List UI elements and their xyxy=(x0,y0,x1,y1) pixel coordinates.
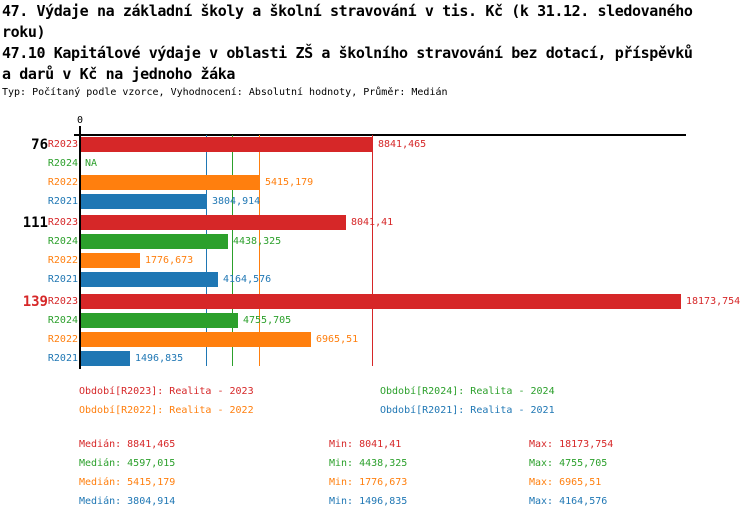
bar-value-label-R2024: NA xyxy=(85,158,98,169)
bar-value-label-R2024: 4755,705 xyxy=(243,315,292,326)
stat-min-R2021: Min: 1496,835 xyxy=(329,496,408,507)
bar-R2022 xyxy=(81,253,140,268)
stat-min-R2024: Min: 4438,325 xyxy=(329,458,408,469)
row-label-R2022: R2022 xyxy=(47,255,78,266)
stat-median-R2022: Medián: 5415,179 xyxy=(79,477,176,488)
stat-min-R2023: Min: 8041,41 xyxy=(329,439,402,450)
stat-max-R2021: Max: 4164,576 xyxy=(529,496,608,507)
median-line-R2022 xyxy=(259,135,260,366)
bar-R2022 xyxy=(81,332,311,347)
legend-item-R2024: Období[R2024]: Realita - 2024 xyxy=(380,386,555,397)
row-label-R2023: R2023 xyxy=(47,296,78,307)
legend-item-R2021: Období[R2021]: Realita - 2021 xyxy=(380,405,555,416)
x-axis-line xyxy=(74,134,686,136)
median-line-R2024 xyxy=(232,135,233,366)
legend-item-R2023: Období[R2023]: Realita - 2023 xyxy=(79,386,254,397)
bar-R2023 xyxy=(81,215,346,230)
row-label-R2022: R2022 xyxy=(47,334,78,345)
bar-value-label-R2022: 6965,51 xyxy=(316,334,359,345)
chart-title-line1: 47. Výdaje na základní školy a školní st… xyxy=(2,2,693,20)
bar-R2021 xyxy=(81,351,130,366)
median-line-R2021 xyxy=(206,135,207,366)
stat-max-R2022: Max: 6965,51 xyxy=(529,477,602,488)
bar-R2021 xyxy=(81,272,218,287)
stat-median-R2023: Medián: 8841,465 xyxy=(79,439,176,450)
bar-value-label-R2021: 3804,914 xyxy=(212,196,261,207)
row-label-R2021: R2021 xyxy=(47,274,78,285)
stat-max-R2024: Max: 4755,705 xyxy=(529,458,608,469)
chart-title-line4: a darů v Kč na jednoho žáka xyxy=(2,65,236,83)
group-label-111: 111 xyxy=(22,215,48,231)
bar-value-label-R2022: 1776,673 xyxy=(145,255,194,266)
row-label-R2021: R2021 xyxy=(47,353,78,364)
legend-item-R2022: Období[R2022]: Realita - 2022 xyxy=(79,405,254,416)
row-label-R2022: R2022 xyxy=(47,177,78,188)
bar-value-label-R2023: 18173,754 xyxy=(686,296,741,307)
y-axis-line xyxy=(79,126,81,369)
bar-value-label-R2024: 4438,325 xyxy=(233,236,282,247)
bar-value-label-R2021: 4164,576 xyxy=(223,274,272,285)
median-line-R2023 xyxy=(372,135,373,366)
bar-value-label-R2023: 8041,41 xyxy=(351,217,394,228)
bar-R2023 xyxy=(81,294,681,309)
bar-value-label-R2022: 5415,179 xyxy=(265,177,314,188)
bar-R2024 xyxy=(81,313,238,328)
chart-title-line3: 47.10 Kapitálové výdaje v oblasti ZŠ a š… xyxy=(2,44,693,62)
axis-zero-label: 0 xyxy=(76,115,84,126)
row-label-R2023: R2023 xyxy=(47,139,78,150)
bar-R2021 xyxy=(81,194,207,209)
chart-subtitle: Typ: Počítaný podle vzorce, Vyhodnocení:… xyxy=(2,87,448,98)
row-label-R2024: R2024 xyxy=(47,315,78,326)
stat-median-R2024: Medián: 4597,015 xyxy=(79,458,176,469)
bar-R2024 xyxy=(81,234,228,249)
bar-R2023 xyxy=(81,137,373,152)
group-label-139: 139 xyxy=(22,294,48,310)
stat-median-R2021: Medián: 3804,914 xyxy=(79,496,176,507)
group-label-76: 76 xyxy=(31,137,48,153)
chart-title-line2: roku) xyxy=(2,23,46,41)
bar-value-label-R2021: 1496,835 xyxy=(135,353,184,364)
row-label-R2024: R2024 xyxy=(47,158,78,169)
stat-min-R2022: Min: 1776,673 xyxy=(329,477,408,488)
bar-value-label-R2023: 8841,465 xyxy=(378,139,427,150)
row-label-R2024: R2024 xyxy=(47,236,78,247)
stat-max-R2023: Max: 18173,754 xyxy=(529,439,614,450)
bar-R2022 xyxy=(81,175,260,190)
row-label-R2023: R2023 xyxy=(47,217,78,228)
row-label-R2021: R2021 xyxy=(47,196,78,207)
